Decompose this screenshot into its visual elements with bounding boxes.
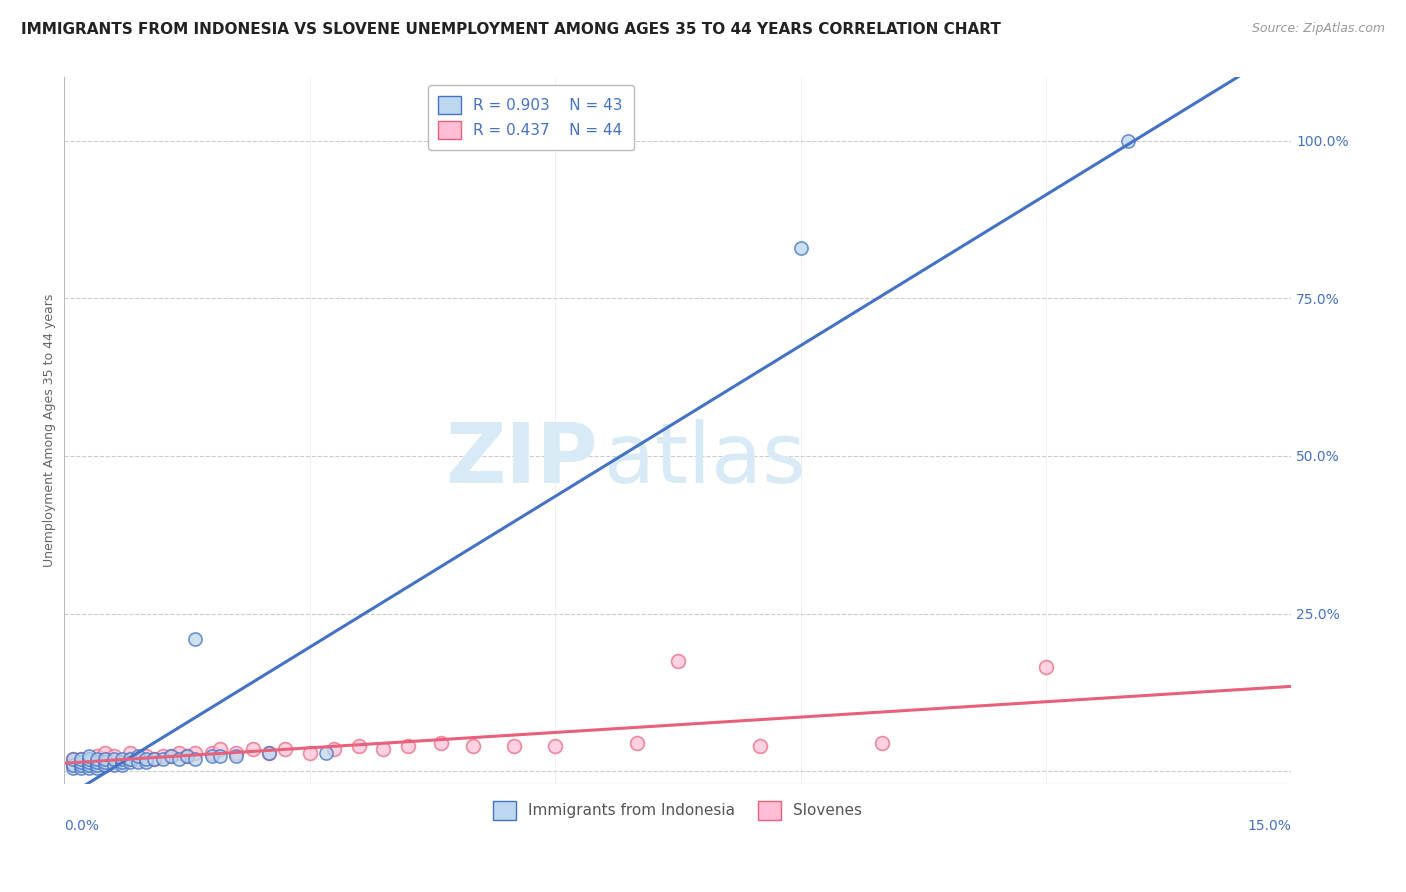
Point [62, 752, 84, 766]
Point [103, 758, 125, 772]
Point [184, 752, 207, 766]
Point [143, 752, 166, 766]
Point [118, 755, 141, 769]
Point [77, 758, 100, 772]
Point [118, 752, 141, 766]
Point [94, 758, 117, 772]
Point [1035, 660, 1057, 674]
Point [94, 758, 117, 772]
Point [86, 758, 108, 772]
Point [789, 241, 811, 255]
Point [135, 748, 157, 763]
Point [103, 748, 125, 763]
Point [176, 748, 198, 763]
Point [152, 752, 174, 766]
Text: ZIP: ZIP [446, 418, 598, 500]
Point [347, 739, 370, 754]
Point [103, 755, 125, 769]
Point [62, 758, 84, 772]
Point [62, 761, 84, 775]
Point [184, 632, 207, 646]
Point [626, 736, 648, 750]
Point [94, 752, 117, 766]
Point [298, 746, 321, 760]
Point [748, 739, 770, 754]
Point [86, 752, 108, 766]
Point [86, 755, 108, 769]
Point [77, 761, 100, 775]
Point [111, 752, 134, 766]
Point [208, 742, 231, 756]
Point [135, 755, 157, 769]
Point [242, 742, 264, 756]
Point [176, 748, 198, 763]
Point [111, 758, 134, 772]
Y-axis label: Unemployment Among Ages 35 to 44 years: Unemployment Among Ages 35 to 44 years [44, 294, 56, 567]
Point [135, 752, 157, 766]
Point [103, 752, 125, 766]
Point [62, 752, 84, 766]
Text: atlas: atlas [605, 418, 806, 500]
Point [373, 742, 395, 756]
Point [208, 748, 231, 763]
Text: IMMIGRANTS FROM INDONESIA VS SLOVENE UNEMPLOYMENT AMONG AGES 35 TO 44 YEARS CORR: IMMIGRANTS FROM INDONESIA VS SLOVENE UNE… [21, 22, 1001, 37]
Point [396, 739, 419, 754]
Point [274, 742, 297, 756]
Point [69, 752, 91, 766]
Point [94, 755, 117, 769]
Point [86, 748, 108, 763]
Point [111, 755, 134, 769]
Point [544, 739, 567, 754]
Point [167, 752, 190, 766]
Point [69, 755, 91, 769]
Text: 15.0%: 15.0% [1247, 820, 1291, 833]
Point [503, 739, 526, 754]
Point [69, 752, 91, 766]
Point [257, 746, 280, 760]
Point [111, 755, 134, 769]
Point [225, 746, 247, 760]
Point [118, 746, 141, 760]
Point [143, 752, 166, 766]
Text: 0.0%: 0.0% [65, 820, 100, 833]
Point [159, 748, 181, 763]
Point [77, 752, 100, 766]
Point [1116, 134, 1139, 148]
Point [77, 748, 100, 763]
Point [69, 761, 91, 775]
Point [159, 748, 181, 763]
Point [62, 758, 84, 772]
Point [315, 746, 337, 760]
Text: Source: ZipAtlas.com: Source: ZipAtlas.com [1251, 22, 1385, 36]
Point [77, 758, 100, 772]
Point [429, 736, 451, 750]
Point [225, 748, 247, 763]
Point [184, 746, 207, 760]
Point [201, 748, 224, 763]
Point [77, 755, 100, 769]
Point [77, 752, 100, 766]
Point [94, 752, 117, 766]
Point [257, 746, 280, 760]
Point [94, 746, 117, 760]
Point [872, 736, 894, 750]
Point [463, 739, 485, 754]
Point [201, 746, 224, 760]
Point [69, 758, 91, 772]
Legend: Immigrants from Indonesia, Slovenes: Immigrants from Indonesia, Slovenes [488, 795, 869, 826]
Point [86, 761, 108, 775]
Point [127, 755, 149, 769]
Point [167, 746, 190, 760]
Point [69, 758, 91, 772]
Point [323, 742, 346, 756]
Point [118, 752, 141, 766]
Point [666, 654, 689, 668]
Point [152, 748, 174, 763]
Point [127, 748, 149, 763]
Point [127, 752, 149, 766]
Point [86, 755, 108, 769]
